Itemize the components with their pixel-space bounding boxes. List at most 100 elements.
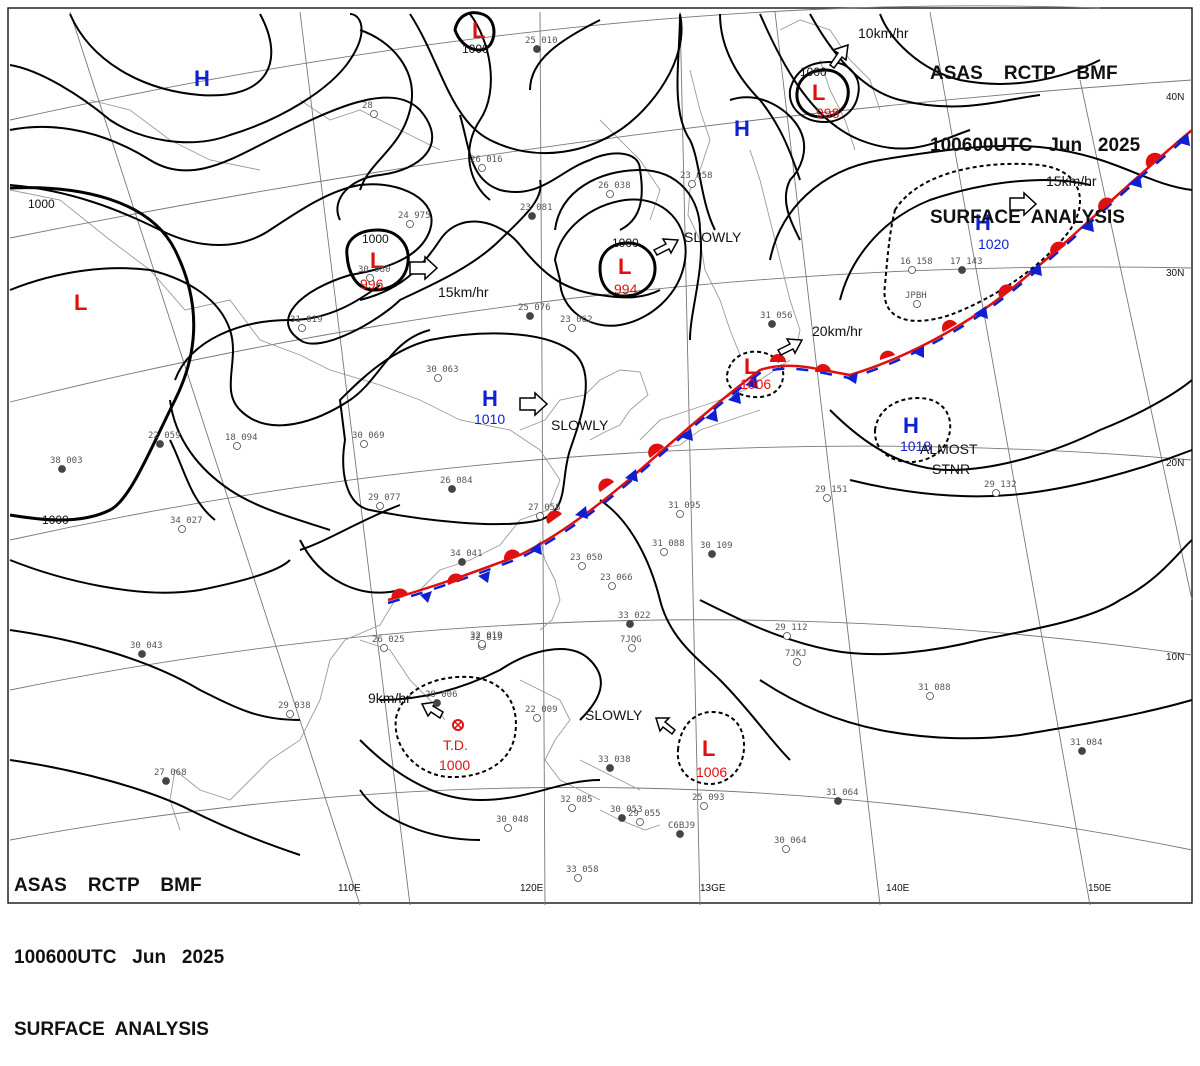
td-symbol-icon — [452, 719, 464, 731]
station-value: 29 077 — [368, 493, 401, 503]
station-circle-icon — [926, 692, 934, 700]
station-value: 32 019 — [470, 633, 503, 643]
station-value: 31 088 — [652, 539, 685, 549]
station-value: 16 158 — [900, 257, 933, 267]
station-value: 23 050 — [570, 553, 603, 563]
lat-label: 20N — [1166, 458, 1184, 469]
low-center-letter: L — [472, 18, 485, 43]
station-value: 32 019 — [470, 631, 503, 641]
station-circle-icon — [676, 510, 684, 518]
high-center-letter: H — [734, 116, 750, 141]
motion-label: SLOWLY — [684, 229, 742, 245]
station-value: C6BJ9 — [668, 821, 695, 831]
station-circle-icon — [504, 824, 512, 832]
station-value: 31 084 — [1070, 738, 1103, 748]
header-line-2: 100600UTC Jun 2025 — [930, 135, 1141, 156]
station-value: 32 085 — [560, 795, 593, 805]
station-circle-icon — [992, 489, 1000, 497]
station-value: 33 022 — [618, 611, 651, 621]
station-circle-icon — [768, 320, 776, 328]
station-value: 34 027 — [170, 516, 203, 526]
station-circle-icon — [370, 110, 378, 118]
isobars — [9, 13, 1193, 856]
lon-label: 110E — [338, 883, 361, 894]
station-value: 27 068 — [154, 768, 187, 778]
station-circle-icon — [380, 644, 388, 652]
station-circle-icon — [528, 212, 536, 220]
isobar-label: 1000 — [42, 513, 69, 527]
isobar-label: 1000 — [462, 42, 489, 56]
station-circle-icon — [913, 300, 921, 308]
station-value: 26 084 — [440, 476, 473, 486]
station-circle-icon — [458, 558, 466, 566]
motion-label: 15km/hr — [438, 284, 489, 300]
map-border — [7, 7, 1193, 904]
isobar-label: 1000 — [362, 232, 389, 246]
station-circle-icon — [688, 180, 696, 188]
high-center-letter: H — [194, 66, 210, 91]
header-line-3: SURFACE ANALYSIS — [14, 1019, 209, 1040]
high-pressure-centers: H H H 1010 H 1020 H 1018 — [194, 66, 1009, 454]
isobar-label: 1000 — [28, 197, 55, 211]
station-circle-icon — [958, 266, 966, 274]
station-value: 25 093 — [692, 793, 725, 803]
station-value: 31 019 — [290, 315, 323, 325]
high-center-letter: H — [975, 210, 991, 235]
station-circle-icon — [366, 274, 374, 282]
station-circle-icon — [568, 804, 576, 812]
motion-labels: 15km/hr SLOWLY SLOWLY 10km/hr 15km/hr 20… — [368, 25, 1097, 723]
station-value: 31 064 — [826, 788, 859, 798]
station-circle-icon — [533, 45, 541, 53]
station-value: 31 056 — [760, 311, 793, 321]
station-value: 29 132 — [984, 480, 1017, 490]
station-circle-icon — [376, 502, 384, 510]
station-value: 26 025 — [372, 635, 405, 645]
station-circle-icon — [574, 874, 582, 882]
station-value: 25 076 — [518, 303, 551, 313]
motion-arrows — [409, 43, 1038, 736]
station-plots: 25 010 28 26 016 23 081 26 038 23 058 31 056 24… — [50, 36, 1103, 882]
station-value: 30 053 — [610, 805, 643, 815]
station-circle-icon — [660, 548, 668, 556]
station-value: 30 048 — [496, 815, 529, 825]
motion-label: STNR — [932, 461, 970, 477]
station-value: 23 062 — [560, 315, 593, 325]
station-value: 28 — [362, 101, 373, 111]
station-value: 26 016 — [470, 155, 503, 165]
station-circle-icon — [526, 312, 534, 320]
station-value: 33 058 — [566, 865, 599, 875]
low-center-letter: L — [74, 290, 87, 315]
isobars-1000 — [9, 11, 850, 522]
high-center-letter: H — [482, 386, 498, 411]
lat-label: 10N — [1166, 652, 1184, 663]
high-center-value: 1020 — [978, 236, 1009, 252]
station-circle-icon — [162, 777, 170, 785]
station-circle-icon — [478, 164, 486, 172]
station-value: 30 043 — [130, 641, 163, 651]
station-circle-icon — [448, 485, 456, 493]
station-circle-icon — [793, 658, 801, 666]
station-circle-icon — [578, 562, 586, 570]
station-circle-icon — [606, 190, 614, 198]
station-circle-icon — [298, 324, 306, 332]
station-circle-icon — [406, 220, 414, 228]
station-value: 29 151 — [815, 485, 848, 495]
td-label: T.D. — [443, 737, 468, 753]
station-circle-icon — [178, 525, 186, 533]
station-value: 29 038 — [278, 701, 311, 711]
station-circle-icon — [618, 814, 626, 822]
station-value: 7JKJ — [785, 649, 807, 659]
low-center-value: 996 — [360, 276, 384, 292]
station-value: 23 058 — [680, 171, 713, 181]
station-value: 23 066 — [600, 573, 633, 583]
motion-label: 20km/hr — [812, 323, 863, 339]
lon-label: 120E — [520, 883, 544, 894]
coastlines — [9, 19, 881, 831]
station-value: 27 058 — [528, 503, 561, 513]
low-center-letter: L — [618, 254, 631, 279]
lon-label: 150E — [1088, 883, 1112, 894]
station-value: 7JQG — [620, 635, 642, 645]
low-center-value: 998 — [816, 105, 840, 121]
station-circle-icon — [58, 465, 66, 473]
header-line-1: ASAS RCTP BMF — [14, 875, 202, 896]
